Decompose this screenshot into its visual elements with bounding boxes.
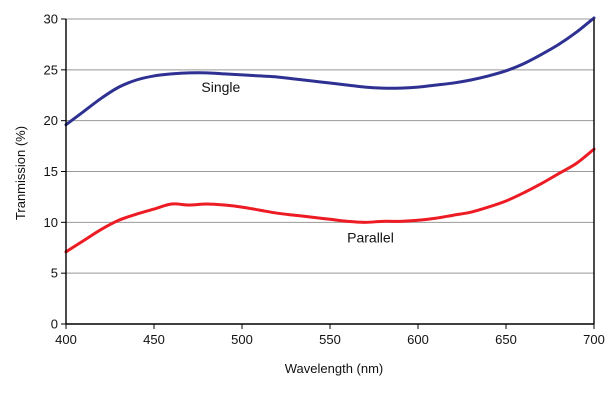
y-tick-label: 5 [51, 266, 58, 281]
x-tick-label: 650 [495, 332, 517, 347]
series-annotations: Single Parallel [201, 79, 393, 245]
x-tick-label: 600 [407, 332, 429, 347]
series-line-single [64, 16, 596, 127]
y-axis-label: Tranmission (%) [13, 126, 28, 220]
y-tick-label: 0 [51, 317, 58, 332]
y-tick-label: 30 [44, 12, 58, 27]
y-tick-label: 15 [44, 164, 58, 179]
x-tick-label: 400 [55, 332, 77, 347]
y-tick-label: 10 [44, 215, 58, 230]
tick-labels: 0 5 10 15 20 25 30 400 450 500 550 600 650 700 [44, 12, 605, 348]
gridlines [66, 18, 594, 274]
y-tick-label: 25 [44, 62, 58, 77]
y-tick-label: 20 [44, 113, 58, 128]
x-axis-label: Wavelength (nm) [285, 361, 384, 376]
annotation-single: Single [201, 79, 240, 95]
annotation-parallel: Parallel [347, 230, 394, 246]
series-group [64, 16, 596, 254]
x-tick-label: 550 [319, 332, 341, 347]
x-tick-label: 700 [583, 332, 605, 347]
x-tick-label: 450 [143, 332, 165, 347]
series-line-parallel [64, 147, 596, 254]
x-tick-label: 500 [231, 332, 253, 347]
